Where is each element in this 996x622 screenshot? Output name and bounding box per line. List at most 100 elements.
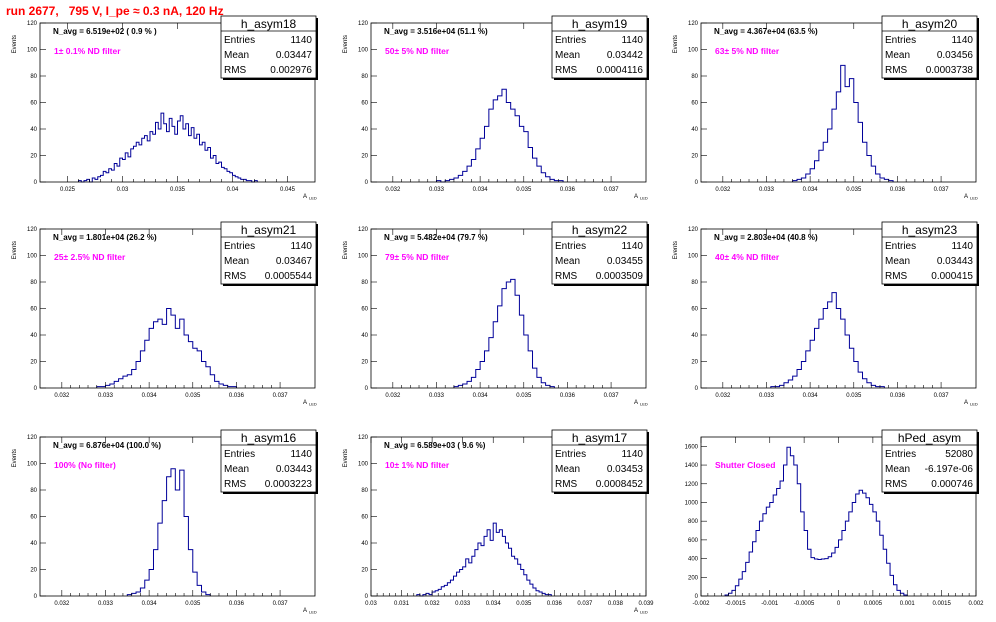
y-tick-label: 100 xyxy=(688,48,699,54)
n-avg-label: N_avg = 1.801e+04 (26.2 %) xyxy=(53,233,157,242)
stats-value: 0.0003738 xyxy=(926,65,974,76)
stats-key: RMS xyxy=(224,65,247,76)
x-tick-label: 0.033 xyxy=(429,187,445,193)
stats-box: h_asym23 Entries 1140 Mean 0.03443 RMS 0.00041… xyxy=(881,221,979,286)
stats-value: 0.000746 xyxy=(931,479,973,490)
x-tick-label: 0.034 xyxy=(142,601,158,607)
histogram-line xyxy=(724,446,908,596)
stats-value: 0.002976 xyxy=(270,65,312,76)
x-tick-label: 0.035 xyxy=(846,187,862,193)
x-tick-label: 0.034 xyxy=(803,187,819,193)
x-tick-label: 0.033 xyxy=(98,601,114,607)
y-tick-label: 120 xyxy=(358,435,369,441)
stats-key: Entries xyxy=(885,35,916,46)
y-tick-label: 60 xyxy=(361,515,368,521)
stats-key: Mean xyxy=(224,50,249,61)
stats-key: RMS xyxy=(555,271,578,282)
x-tick-label: 0.032 xyxy=(715,187,731,193)
y-tick-label: 100 xyxy=(358,462,369,468)
histogram-line xyxy=(416,522,552,597)
y-tick-label: 40 xyxy=(361,127,368,133)
stats-value: 0.03453 xyxy=(607,464,644,475)
y-tick-label: 80 xyxy=(30,488,37,494)
x-axis-label: A LED xyxy=(303,608,317,615)
stats-key: Mean xyxy=(555,256,580,267)
y-tick-label: 40 xyxy=(30,127,37,133)
n-avg-label: N_avg = 4.367e+04 (63.5 %) xyxy=(714,27,818,36)
x-tick-label: 0.032 xyxy=(385,393,401,399)
y-tick-label: 100 xyxy=(27,254,38,260)
x-tick-label: 0.033 xyxy=(759,393,775,399)
x-tick-label: -0.001 xyxy=(761,601,779,607)
stats-key: Mean xyxy=(555,464,580,475)
stats-key: RMS xyxy=(885,271,908,282)
filter-label: 79± 5% ND filter xyxy=(385,252,450,262)
y-tick-label: 0 xyxy=(365,594,369,600)
x-tick-label: 0.025 xyxy=(60,187,76,193)
x-tick-label: 0.04 xyxy=(227,187,239,193)
n-avg-label: N_avg = 6.519e+02 ( 0.9 % ) xyxy=(53,27,157,36)
hist-panel-h_asym18: 0.025 0.03 0.035 0.04 0.045 0 20 40 60 80 100 120 A L… xyxy=(12,15,318,201)
stats-value: 1140 xyxy=(290,35,312,46)
y-tick-label: 60 xyxy=(691,307,698,313)
stats-key: RMS xyxy=(224,479,247,490)
x-tick-label: 0.035 xyxy=(185,601,201,607)
y-tick-label: 800 xyxy=(688,519,699,525)
stats-value: 0.03443 xyxy=(276,464,313,475)
histogram-line xyxy=(96,308,237,388)
stats-title: hPed_asym xyxy=(898,431,961,445)
filter-label: 50± 5% ND filter xyxy=(385,46,450,56)
x-axis-label: A LED xyxy=(634,400,648,407)
x-tick-label: 0.031 xyxy=(394,601,410,607)
stats-key: RMS xyxy=(555,479,578,490)
stats-box: h_asym17 Entries 1140 Mean 0.03453 RMS 0.00084… xyxy=(551,429,649,494)
y-tick-label: 40 xyxy=(691,127,698,133)
y-tick-label: 100 xyxy=(27,462,38,468)
y-tick-label: 20 xyxy=(361,360,368,366)
histogram-line xyxy=(435,88,564,183)
stats-title: h_asym22 xyxy=(572,223,628,237)
y-axis-label: Events xyxy=(673,35,679,53)
filter-label: 1± 0.1% ND filter xyxy=(54,46,121,56)
histogram-line xyxy=(126,468,211,596)
stats-box: h_asym22 Entries 1140 Mean 0.03455 RMS 0.00035… xyxy=(551,221,649,286)
hist-panel-h_asym22: 0.032 0.033 0.034 0.035 0.036 0.037 0 20 40 60 80 1… xyxy=(343,221,649,407)
y-tick-label: 40 xyxy=(691,333,698,339)
x-tick-label: -0.0015 xyxy=(725,601,746,607)
y-tick-label: 0 xyxy=(695,386,699,392)
y-tick-label: 20 xyxy=(691,154,698,160)
y-tick-label: 60 xyxy=(691,101,698,107)
x-tick-label: 0.033 xyxy=(455,601,471,607)
stats-value: 0.0008452 xyxy=(596,479,644,490)
y-tick-label: 1000 xyxy=(685,500,699,506)
y-tick-label: 80 xyxy=(691,280,698,286)
stats-value: 1140 xyxy=(290,449,312,460)
x-tick-label: -0.002 xyxy=(692,601,710,607)
y-tick-label: 100 xyxy=(358,254,369,260)
stats-key: RMS xyxy=(224,271,247,282)
x-tick-label: 0.034 xyxy=(486,601,502,607)
stats-key: Mean xyxy=(885,50,910,61)
stats-value: 1140 xyxy=(951,241,973,252)
histogram-line xyxy=(453,278,555,388)
x-tick-label: 0.035 xyxy=(846,393,862,399)
y-axis-label: Events xyxy=(12,449,18,467)
y-tick-label: 0 xyxy=(365,386,369,392)
x-tick-label: 0.032 xyxy=(54,393,70,399)
filter-label: Shutter Closed xyxy=(715,460,775,470)
x-tick-label: 0.037 xyxy=(273,393,289,399)
x-tick-label: 0.033 xyxy=(759,187,775,193)
x-tick-label: 0.035 xyxy=(516,187,532,193)
x-tick-label: 0.035 xyxy=(516,393,532,399)
hist-panel-h_asym16: 0.032 0.033 0.034 0.035 0.036 0.037 0 20 40 60 80 1… xyxy=(12,429,318,615)
y-tick-label: 60 xyxy=(30,307,37,313)
stats-key: RMS xyxy=(885,479,908,490)
y-tick-label: 20 xyxy=(691,360,698,366)
hist-panel-h_asym19: 0.032 0.033 0.034 0.035 0.036 0.037 0 20 40 60 80 1… xyxy=(343,15,649,201)
stats-key: Entries xyxy=(885,449,916,460)
stats-box: h_asym18 Entries 1140 Mean 0.03447 RMS 0.00297… xyxy=(220,15,318,80)
y-tick-label: 80 xyxy=(30,74,37,80)
x-tick-label: 0.03 xyxy=(365,601,377,607)
x-tick-label: 0.033 xyxy=(98,393,114,399)
